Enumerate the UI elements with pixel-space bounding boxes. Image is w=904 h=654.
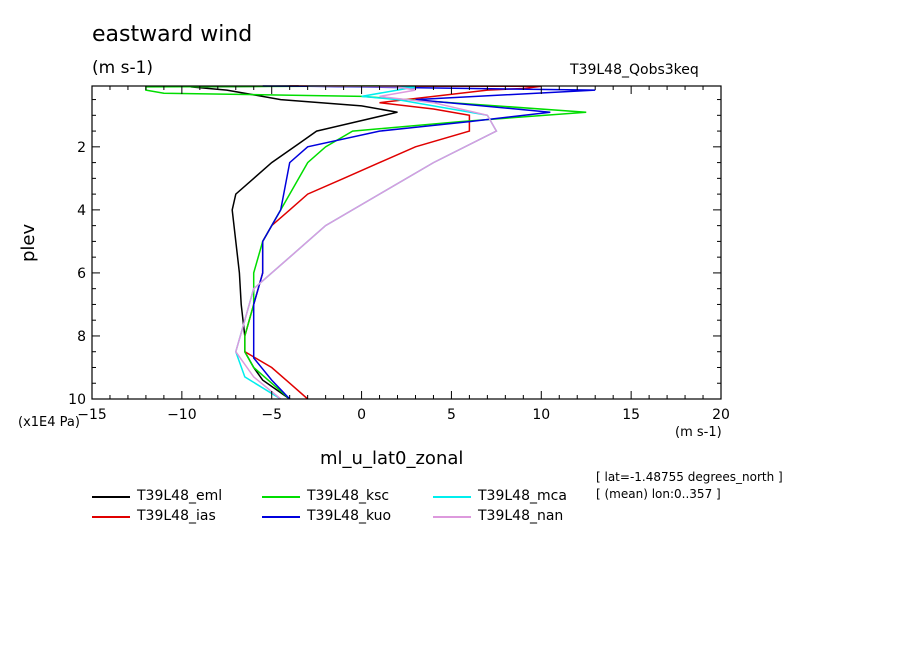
chart-subtitle: (m s-1) bbox=[92, 58, 154, 78]
series-line-T39L48_nan bbox=[234, 85, 498, 400]
tick-labels: −15 −10 −5 0 5 10 15 20 2 4 6 8 10 bbox=[68, 140, 730, 423]
series-line-T39L48_eml bbox=[190, 85, 398, 400]
legend-swatch bbox=[262, 496, 300, 498]
y-tick-label: 6 bbox=[77, 266, 86, 282]
legend-swatch bbox=[433, 516, 471, 518]
x-tick-label: 0 bbox=[357, 407, 366, 423]
legend-label: T39L48_eml bbox=[137, 488, 223, 504]
axis-ticks bbox=[91, 86, 722, 400]
plot-frame bbox=[91, 85, 722, 400]
x-tick-label: 20 bbox=[712, 407, 730, 423]
legend-label: T39L48_ksc bbox=[307, 488, 390, 504]
series-line-T39L48_mca bbox=[235, 85, 498, 400]
y-tick-label: 8 bbox=[77, 329, 86, 345]
y-tick-label: 2 bbox=[77, 140, 86, 156]
series-line-T39L48_ksc bbox=[145, 85, 587, 400]
legend-swatch bbox=[262, 516, 300, 518]
legend-swatch bbox=[92, 496, 130, 498]
x-tick-label: 15 bbox=[622, 407, 640, 423]
x-tick-label: −10 bbox=[167, 407, 197, 423]
legend-swatch bbox=[433, 496, 471, 498]
legend-label: T39L48_mca bbox=[478, 488, 567, 504]
legend-label: T39L48_ias bbox=[137, 508, 216, 524]
x-axis-unit: (m s-1) bbox=[675, 425, 722, 440]
x-tick-label: −5 bbox=[261, 407, 282, 423]
series-line-T39L48_ias bbox=[244, 85, 542, 400]
experiment-name: T39L48_Qobs3keq bbox=[570, 62, 699, 78]
legend-label: T39L48_nan bbox=[478, 508, 564, 524]
longitude-info: [ (mean) lon:0..357 ] bbox=[596, 487, 721, 501]
y-tick-label: 4 bbox=[77, 203, 86, 219]
legend-swatch bbox=[92, 516, 130, 518]
plot-lines bbox=[145, 85, 596, 400]
x-tick-label: 5 bbox=[447, 407, 456, 423]
legend-label: T39L48_kuo bbox=[307, 508, 392, 524]
y-axis-unit: (x1E4 Pa) bbox=[18, 415, 80, 430]
chart-title: eastward wind bbox=[92, 22, 253, 47]
x-tick-label: −15 bbox=[77, 407, 107, 423]
latitude-info: [ lat=-1.48755 degrees_north ] bbox=[596, 470, 783, 484]
x-tick-label: 10 bbox=[532, 407, 550, 423]
series-line-T39L48_kuo bbox=[252, 85, 596, 400]
y-tick-label: 10 bbox=[68, 392, 86, 408]
y-axis-label: plev bbox=[18, 223, 39, 262]
x-axis-label: ml_u_lat0_zonal bbox=[320, 448, 464, 469]
